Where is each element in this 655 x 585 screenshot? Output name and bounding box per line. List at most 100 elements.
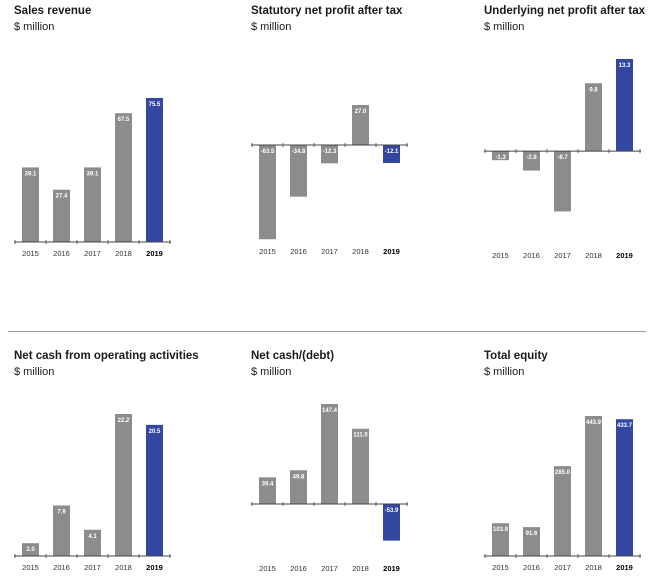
chart-title: Underlying net profit after tax	[484, 5, 646, 17]
x-tick-label-2016: 2016	[53, 563, 70, 572]
x-tick-label-2018: 2018	[352, 247, 369, 256]
bar-2018	[115, 414, 132, 556]
data-label-2017: -12.3	[323, 149, 337, 155]
data-label-2015: -63.5	[261, 149, 275, 155]
data-label-2016: -2.8	[526, 155, 537, 161]
x-tick-label-2016: 2016	[523, 251, 540, 260]
x-tick-label-2017: 2017	[321, 564, 338, 573]
data-label-2018: 443.9	[586, 420, 602, 426]
bar-2015	[22, 543, 39, 556]
bar-2017	[554, 151, 571, 212]
bar-2017	[84, 529, 101, 556]
x-tick-label-2018: 2018	[585, 251, 602, 260]
x-tick-label-2015: 2015	[259, 247, 276, 256]
chart-title: Sales revenue	[14, 5, 92, 17]
data-label-2015: 2.0	[26, 547, 35, 553]
data-label-2019: 75.5	[149, 102, 161, 108]
bar-2016	[53, 505, 70, 556]
bar-2018	[352, 428, 369, 505]
chart-title: Net cash from operating activities	[14, 350, 199, 362]
x-tick-label-2017: 2017	[554, 251, 571, 260]
x-tick-label-2016: 2016	[290, 247, 307, 256]
data-label-2016: 91.6	[526, 531, 538, 537]
bar-2019	[616, 59, 633, 152]
x-tick-label-2015: 2015	[492, 563, 509, 572]
bar-2019	[146, 424, 163, 556]
bar-2018	[585, 416, 602, 556]
data-label-2018: 27.0	[355, 109, 367, 115]
bar-2015	[492, 523, 509, 556]
chart-title: Net cash/(debt)	[251, 350, 335, 362]
x-tick-label-2017: 2017	[554, 563, 571, 572]
bar-2016	[290, 145, 307, 197]
x-tick-label-2019: 2019	[383, 564, 400, 573]
data-label-2015: 39.4	[262, 481, 274, 487]
chart-subtitle: $ million	[484, 366, 525, 378]
bar-2019	[383, 504, 400, 541]
x-tick-label-2018: 2018	[352, 564, 369, 573]
x-tick-label-2018: 2018	[115, 249, 132, 258]
data-label-2019: 433.7	[617, 423, 633, 429]
data-label-2017: 147.4	[322, 408, 338, 414]
bar-2015	[259, 477, 276, 505]
data-label-2019: -12.1	[385, 149, 399, 155]
data-label-2017: 4.1	[88, 534, 97, 540]
bar-2017	[84, 167, 101, 242]
x-tick-label-2019: 2019	[146, 249, 163, 258]
data-label-2017: 39.1	[87, 171, 99, 177]
bar-2019	[383, 145, 400, 164]
chart-subtitle: $ million	[14, 21, 55, 33]
chart-panel-net-cash-debt: Net cash/(debt) $ million 39.4 49.8 147.4 1…	[251, 350, 456, 585]
x-tick-label-2018: 2018	[115, 563, 132, 572]
data-label-2018: 67.5	[118, 117, 130, 123]
bar-2016	[523, 151, 540, 171]
x-tick-label-2015: 2015	[259, 564, 276, 573]
x-tick-label-2015: 2015	[22, 563, 39, 572]
x-tick-label-2015: 2015	[492, 251, 509, 260]
bar-2015	[22, 167, 39, 242]
chart-title: Statutory net profit after tax	[251, 5, 403, 17]
bar-2017	[554, 466, 571, 556]
chart-panel-sales-revenue: Sales revenue $ million 39.1 27.4 39.1 67.5…	[14, 5, 219, 258]
x-tick-label-2019: 2019	[616, 563, 633, 572]
chart-title: Total equity	[484, 350, 548, 362]
bar-2017	[321, 404, 338, 505]
data-label-2016: 27.4	[56, 194, 68, 200]
data-label-2017: 285.0	[555, 470, 571, 476]
chart-panel-net-cash-operating: Net cash from operating activities $ mil…	[14, 350, 219, 585]
data-label-2019: 20.5	[149, 429, 161, 435]
x-tick-label-2019: 2019	[616, 251, 633, 260]
data-label-2018: 9.8	[589, 87, 598, 93]
data-label-2015: 39.1	[25, 171, 37, 177]
section-divider	[8, 331, 646, 332]
bar-2018	[115, 113, 132, 242]
chart-subtitle: $ million	[251, 366, 292, 378]
bar-chart-sales-revenue: 39.1 27.4 39.1 67.5 75.5 2015 2016 2017 2018 2019	[14, 97, 171, 258]
bar-2015	[492, 151, 509, 161]
x-tick-label-2016: 2016	[53, 249, 70, 258]
x-tick-label-2017: 2017	[84, 249, 101, 258]
x-tick-label-2016: 2016	[290, 564, 307, 573]
data-label-2017: -8.7	[557, 155, 568, 161]
bar-2016	[290, 470, 307, 505]
bar-2015	[259, 145, 276, 240]
chart-panel-total-equity: Total equity $ million 103.9 91.6 285.0 443…	[484, 350, 655, 585]
bar-2018	[585, 83, 602, 152]
chart-subtitle: $ million	[484, 21, 525, 33]
bar-2018	[352, 105, 369, 146]
data-label-2018: 111.0	[353, 433, 368, 439]
x-tick-label-2018: 2018	[585, 563, 602, 572]
data-label-2015: 103.9	[493, 527, 509, 533]
chart-panel-statutory-net-profit: Statutory net profit after tax $ million…	[251, 5, 456, 256]
bar-2016	[53, 189, 70, 242]
chart-subtitle: $ million	[14, 366, 55, 378]
bar-2019	[616, 419, 633, 556]
data-label-2019: 13.3	[619, 63, 631, 69]
data-label-2016: 7.9	[57, 509, 66, 515]
bar-chart-net-cash-operating: 2.0 7.9 4.1 22.2 20.5 2015 2016 2017 2018 2019	[14, 414, 171, 572]
x-tick-label-2015: 2015	[22, 249, 39, 258]
data-label-2015: -1.3	[495, 155, 506, 161]
x-tick-label-2019: 2019	[146, 563, 163, 572]
x-tick-label-2017: 2017	[84, 563, 101, 572]
bar-chart-statutory-net-profit: -63.5 -34.8 -12.3 27.0 -12.1 2015 2016 2017 2018…	[251, 105, 408, 256]
